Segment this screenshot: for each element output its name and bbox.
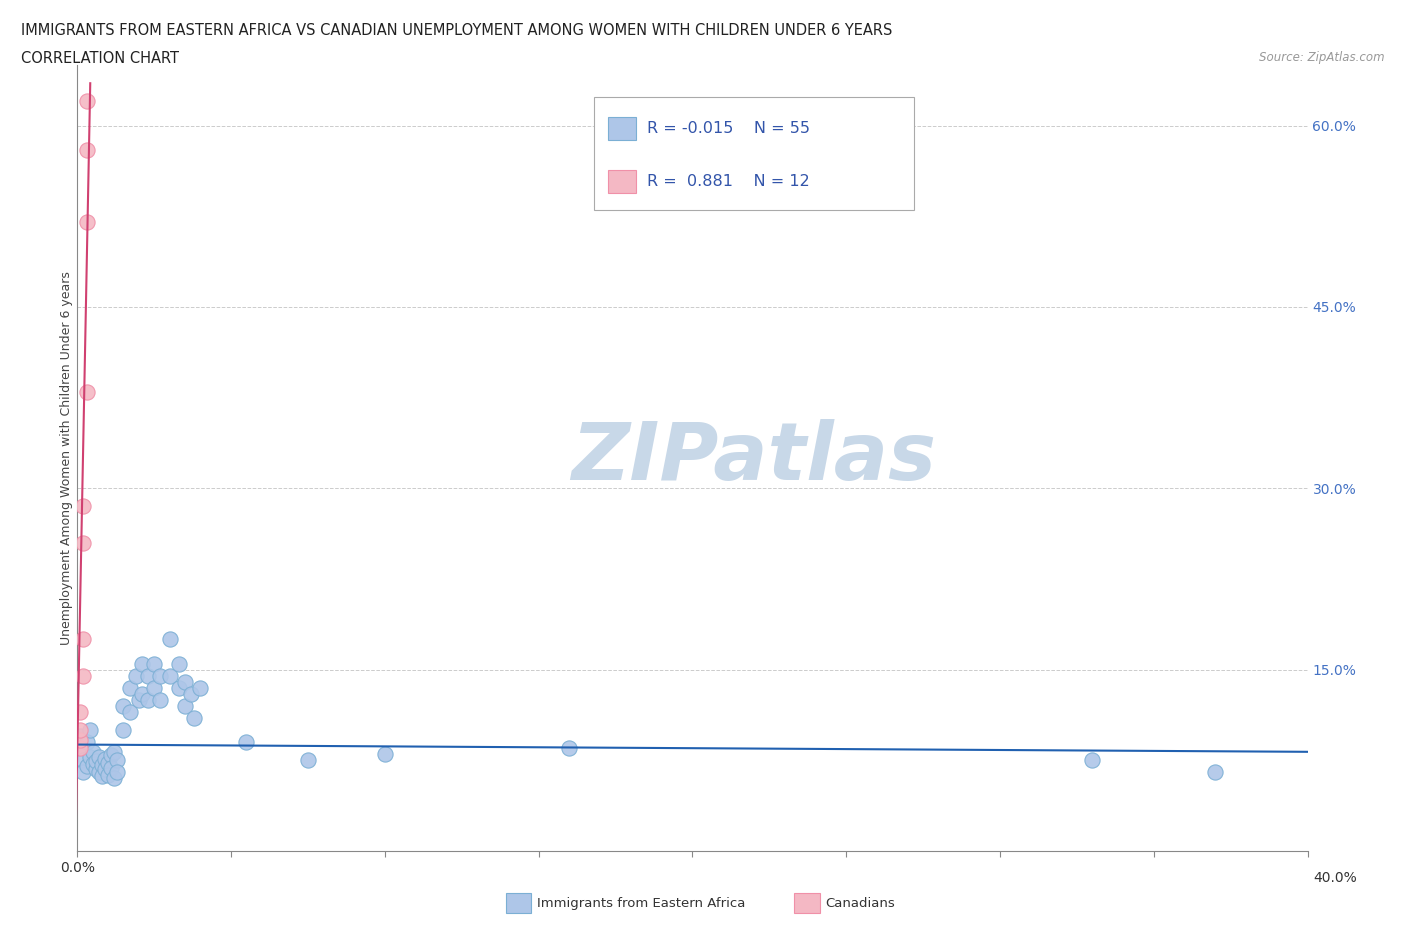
Point: [159, 669, 181, 684]
Point: [90, 758, 114, 773]
Text: Source: ZipAtlas.com: Source: ZipAtlas.com: [1260, 51, 1385, 64]
Point: [125, 669, 148, 684]
Point: [118, 705, 141, 720]
Point: [183, 711, 205, 725]
Point: [159, 632, 181, 647]
Point: [188, 681, 212, 696]
Point: [374, 747, 396, 762]
Text: CORRELATION CHART: CORRELATION CHART: [21, 51, 179, 66]
Point: [72, 536, 94, 551]
Point: [128, 692, 150, 708]
Point: [79, 750, 101, 764]
Point: [112, 723, 135, 737]
Point: [82, 744, 104, 759]
Text: ZIPatlas: ZIPatlas: [571, 419, 936, 497]
Point: [167, 657, 190, 671]
Point: [69, 705, 91, 720]
Point: [174, 698, 197, 713]
Point: [1204, 764, 1226, 779]
Point: [87, 750, 110, 764]
Point: [76, 94, 98, 109]
Text: IMMIGRANTS FROM EASTERN AFRICA VS CANADIAN UNEMPLOYMENT AMONG WOMEN WITH CHILDRE: IMMIGRANTS FROM EASTERN AFRICA VS CANADI…: [21, 23, 893, 38]
Text: R =  0.881    N = 12: R = 0.881 N = 12: [648, 174, 810, 190]
Point: [76, 735, 98, 750]
Point: [136, 669, 159, 684]
Point: [112, 698, 135, 713]
Point: [94, 751, 117, 766]
Point: [87, 764, 110, 779]
Point: [105, 764, 128, 779]
Point: [97, 755, 120, 770]
Point: [103, 744, 125, 759]
Point: [76, 215, 98, 230]
Point: [136, 692, 159, 708]
Point: [143, 681, 166, 696]
Point: [69, 740, 91, 755]
Point: [149, 692, 172, 708]
Point: [76, 759, 98, 774]
Point: [558, 740, 581, 755]
Point: [180, 686, 202, 701]
Point: [103, 771, 125, 786]
Point: [235, 735, 257, 750]
Point: [69, 729, 91, 744]
Point: [69, 723, 91, 737]
Point: [90, 768, 114, 783]
Point: [297, 753, 319, 768]
Point: [72, 753, 94, 768]
Point: [69, 740, 91, 755]
Point: [167, 681, 190, 696]
Point: [174, 674, 197, 689]
Point: [72, 764, 94, 779]
Point: [131, 686, 153, 701]
Point: [100, 748, 122, 763]
Point: [82, 756, 104, 771]
Text: 40.0%: 40.0%: [1313, 870, 1357, 884]
Point: [131, 657, 153, 671]
Point: [94, 762, 117, 777]
Text: R = -0.015    N = 55: R = -0.015 N = 55: [648, 121, 810, 136]
Point: [76, 142, 98, 157]
Point: [143, 657, 166, 671]
Point: [97, 767, 120, 782]
Point: [1081, 753, 1104, 768]
Point: [72, 669, 94, 684]
Y-axis label: Unemployment Among Women with Children Under 6 years: Unemployment Among Women with Children U…: [59, 271, 73, 645]
Point: [84, 762, 107, 777]
Point: [76, 384, 98, 399]
Point: [105, 753, 128, 768]
Point: [72, 632, 94, 647]
Point: [118, 681, 141, 696]
Point: [84, 754, 107, 769]
Point: [100, 760, 122, 775]
Point: [69, 732, 91, 747]
Text: Canadians: Canadians: [825, 897, 896, 910]
Point: [79, 723, 101, 737]
Text: Immigrants from Eastern Africa: Immigrants from Eastern Africa: [537, 897, 745, 910]
Point: [149, 669, 172, 684]
Point: [72, 499, 94, 514]
